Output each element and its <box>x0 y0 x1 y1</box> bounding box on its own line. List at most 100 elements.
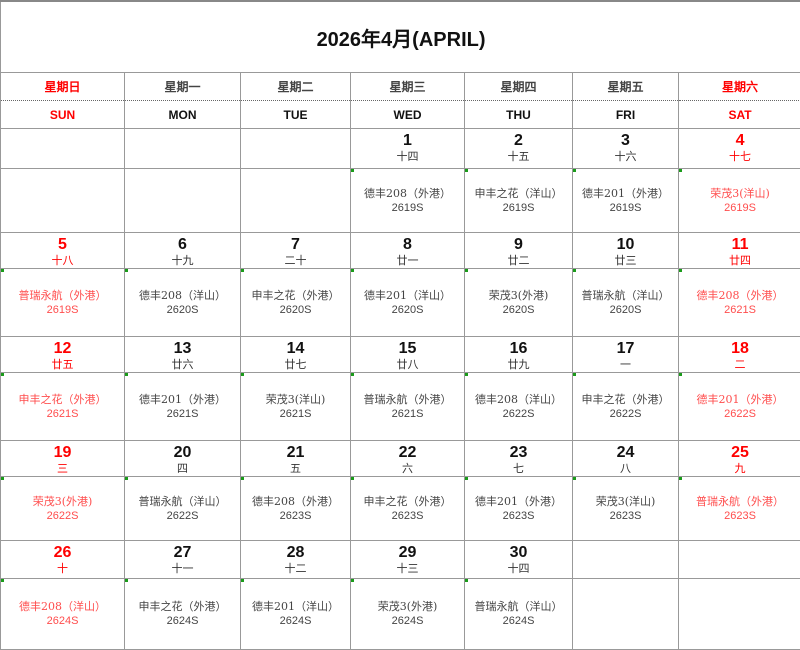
comment-marker <box>679 269 682 272</box>
lunar-date: 十四 <box>465 562 572 576</box>
schedule-cell[interactable]: 德丰208（外港）2621S <box>679 269 800 337</box>
schedule-cell[interactable]: 荣茂3(外港)2624S <box>351 579 465 650</box>
schedule-cell[interactable]: 申丰之花（外港）2624S <box>125 579 241 650</box>
lunar-date: 十五 <box>465 150 572 164</box>
ship-name: 德丰201（洋山） <box>351 288 464 303</box>
comment-marker <box>573 373 576 376</box>
day-number: 23 <box>465 444 572 462</box>
voyage-number: 2620S <box>125 303 240 318</box>
schedule-cell[interactable]: 德丰208（洋山）2622S <box>465 373 573 441</box>
lunar-date: 廿五 <box>1 358 124 372</box>
comment-marker <box>241 373 244 376</box>
schedule-cell[interactable]: 德丰208（洋山）2624S <box>1 579 125 650</box>
voyage-number: 2620S <box>351 303 464 318</box>
day-number: 6 <box>125 236 240 254</box>
ship-name: 申丰之花（外港） <box>573 392 678 407</box>
ship-name: 荣茂3(洋山) <box>573 494 678 509</box>
empty-cell <box>679 541 800 579</box>
lunar-date: 十七 <box>679 150 800 164</box>
voyage-number: 2624S <box>351 614 464 629</box>
schedule-cell[interactable]: 德丰208（外港）2619S <box>351 169 465 233</box>
schedule-cell[interactable]: 荣茂3(外港)2622S <box>1 477 125 541</box>
schedule-cell[interactable]: 普瑞永航（洋山）2624S <box>465 579 573 650</box>
lunar-date: 五 <box>241 462 350 476</box>
comment-marker <box>679 169 682 172</box>
voyage-number: 2619S <box>1 303 124 318</box>
schedule-cell[interactable]: 申丰之花（外港）2622S <box>573 373 679 441</box>
ship-name: 德丰208（外港） <box>351 186 464 201</box>
day-number: 30 <box>465 544 572 562</box>
voyage-number: 2620S <box>573 303 678 318</box>
schedule-cell[interactable]: 普瑞永航（洋山）2620S <box>573 269 679 337</box>
ship-name: 德丰208（洋山） <box>125 288 240 303</box>
ship-name: 申丰之花（外港） <box>1 392 124 407</box>
schedule-cell[interactable]: 德丰201（洋山）2624S <box>241 579 351 650</box>
weekday-cn: 星期四 <box>465 73 573 101</box>
day-number: 25 <box>679 444 800 462</box>
voyage-number: 2623S <box>351 509 464 524</box>
schedule-cell[interactable]: 申丰之花（外港）2620S <box>241 269 351 337</box>
ship-name: 德丰201（外港） <box>573 186 678 201</box>
lunar-date: 廿四 <box>679 254 800 268</box>
schedule-cell[interactable]: 德丰208（外港）2623S <box>241 477 351 541</box>
schedule-cell[interactable]: 德丰201（外港）2623S <box>465 477 573 541</box>
schedule-cell[interactable]: 普瑞永航（外港）2619S <box>1 269 125 337</box>
comment-marker <box>125 579 128 582</box>
schedule-cell[interactable]: 德丰201（外港）2621S <box>125 373 241 441</box>
voyage-number: 2624S <box>1 614 124 629</box>
schedule-cell[interactable]: 德丰201（外港）2622S <box>679 373 800 441</box>
schedule-cell[interactable]: 申丰之花（外港）2621S <box>1 373 125 441</box>
schedule-cell[interactable]: 普瑞永航（外港）2621S <box>351 373 465 441</box>
ship-name: 荣茂3(外港) <box>1 494 124 509</box>
schedule-cell[interactable]: 德丰208（洋山）2620S <box>125 269 241 337</box>
schedule-cell[interactable]: 荣茂3(洋山)2619S <box>679 169 800 233</box>
schedule-cell[interactable]: 德丰201（外港）2619S <box>573 169 679 233</box>
schedule-cell[interactable]: 德丰201（洋山）2620S <box>351 269 465 337</box>
schedule-cell[interactable]: 申丰之花（外港）2623S <box>351 477 465 541</box>
day-number: 28 <box>241 544 350 562</box>
schedule-cell[interactable]: 申丰之花（洋山）2619S <box>465 169 573 233</box>
schedule-cell[interactable]: 荣茂3(洋山)2623S <box>573 477 679 541</box>
schedule-cell[interactable]: 普瑞永航（外港）2623S <box>679 477 800 541</box>
comment-marker <box>241 269 244 272</box>
empty-cell <box>679 579 800 650</box>
ship-name: 德丰201（洋山） <box>241 599 350 614</box>
schedule-cell[interactable]: 荣茂3(洋山)2621S <box>241 373 351 441</box>
comment-marker <box>125 269 128 272</box>
ship-name: 申丰之花（外港） <box>125 599 240 614</box>
schedule-cell[interactable]: 普瑞永航（洋山）2622S <box>125 477 241 541</box>
comment-marker <box>573 477 576 480</box>
schedule-cell[interactable]: 荣茂3(外港)2620S <box>465 269 573 337</box>
